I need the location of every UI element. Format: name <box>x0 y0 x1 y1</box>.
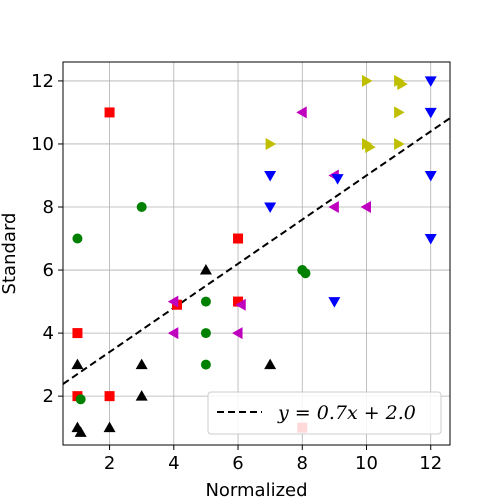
plot-frame <box>62 61 451 446</box>
ticks: 2 4 6 8 10 12 2 4 6 8 10 12 <box>31 71 442 474</box>
legend-box <box>207 391 442 435</box>
marker-triangle-up <box>135 390 148 401</box>
markers <box>71 74 437 437</box>
marker-circle <box>75 394 86 405</box>
marker-circle <box>300 268 311 279</box>
y-axis-label: Standard <box>0 213 20 295</box>
marker-triangle-up <box>71 358 84 370</box>
marker-circle <box>200 359 211 370</box>
marker-triangle-right <box>361 74 373 87</box>
grid <box>63 62 450 445</box>
legend: y = 0.7x + 2.0 <box>207 391 442 435</box>
marker-circle <box>200 328 211 339</box>
x-axis-label: Normalized <box>205 480 307 500</box>
marker-triangle-up <box>264 358 277 370</box>
marker-circle <box>72 233 83 244</box>
x-tick-label: 4 <box>168 453 179 474</box>
marker-triangle-down <box>328 297 341 308</box>
fit-line-layer <box>63 117 450 385</box>
marker-triangle-up <box>199 264 212 275</box>
marker-triangle-left <box>167 327 179 340</box>
x-tick-label: 10 <box>355 453 378 474</box>
marker-square <box>233 296 244 307</box>
y-tick-label: 4 <box>43 323 54 344</box>
marker-triangle-right <box>397 78 408 91</box>
y-tick-label: 10 <box>31 134 54 155</box>
marker-circle <box>200 296 211 307</box>
marker-triangle-down <box>424 107 437 119</box>
marker-triangle-up <box>135 358 148 370</box>
marker-triangle-left <box>296 106 307 119</box>
legend-fit-line-label: y = 0.7x + 2.0 <box>277 402 416 424</box>
marker-triangle-left <box>232 327 243 340</box>
marker-triangle-left <box>167 295 179 308</box>
marker-triangle-down <box>264 170 277 182</box>
y-tick-label: 8 <box>43 197 54 218</box>
marker-triangle-down <box>424 76 437 87</box>
marker-triangle-right <box>265 137 277 150</box>
marker-square <box>104 107 115 118</box>
marker-triangle-left <box>328 201 339 214</box>
x-tick-label: 8 <box>297 453 308 474</box>
y-tick-label: 6 <box>43 260 54 281</box>
marker-circle <box>136 202 147 213</box>
marker-triangle-right <box>394 106 405 119</box>
marker-triangle-up <box>103 421 116 433</box>
x-tick-label: 2 <box>104 453 115 474</box>
marker-triangle-down <box>424 170 437 182</box>
marker-triangle-right <box>365 141 376 154</box>
marker-square <box>104 391 115 402</box>
marker-triangle-right <box>394 137 405 150</box>
marker-square <box>72 328 83 339</box>
marker-triangle-up <box>74 426 87 437</box>
y-tick-label: 2 <box>43 386 54 407</box>
marker-triangle-left <box>360 201 371 214</box>
x-tick-label: 12 <box>419 453 442 474</box>
marker-triangle-down <box>331 174 344 185</box>
fit-line <box>63 117 450 385</box>
marker-square <box>233 233 244 244</box>
marker-triangle-left <box>235 298 246 311</box>
marker-triangle-down <box>424 234 437 245</box>
x-tick-label: 6 <box>232 453 243 474</box>
y-tick-label: 12 <box>31 71 54 92</box>
marker-triangle-down <box>264 202 277 214</box>
